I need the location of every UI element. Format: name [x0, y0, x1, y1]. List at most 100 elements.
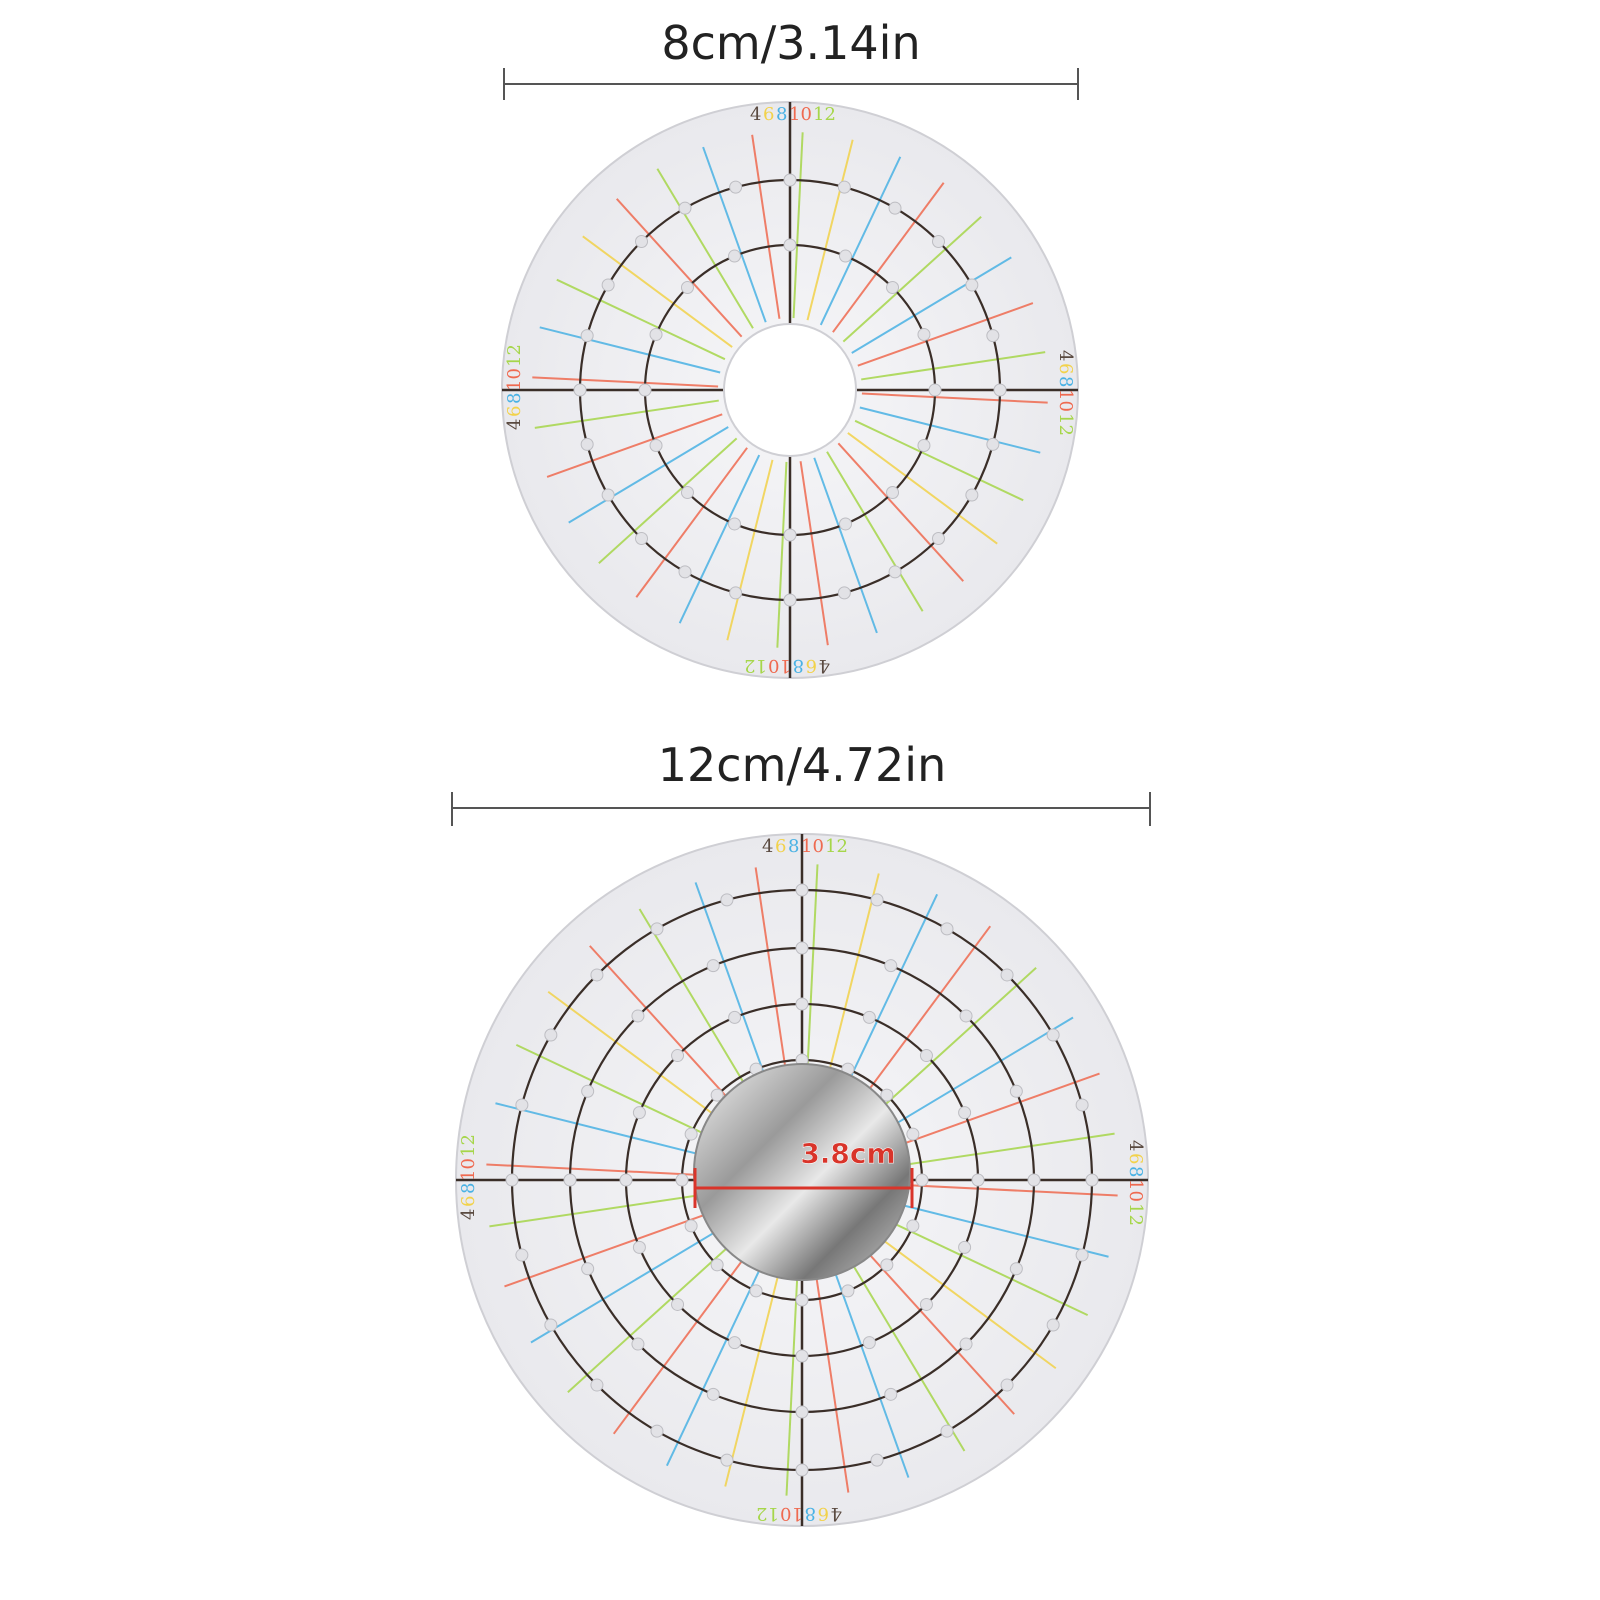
slot-dot [505, 1173, 519, 1187]
scale-label-12: 12 [1125, 1203, 1146, 1226]
guide-line-10 [635, 447, 748, 598]
slot-dot [919, 1297, 933, 1311]
slot-dot [515, 1248, 529, 1262]
slot-dot [795, 883, 809, 897]
slot-dot [886, 280, 900, 294]
slot-dot [581, 1262, 595, 1276]
slot-dot [915, 1173, 929, 1187]
guide-line-8 [702, 146, 767, 323]
slot-dot [795, 1293, 809, 1307]
guide-line-6 [582, 235, 733, 348]
scale-label-12: 12 [1055, 413, 1076, 436]
slot-dot [917, 328, 931, 342]
slot-dot [728, 517, 742, 531]
scale-label-12: 12 [744, 655, 767, 676]
scale-label-10: 10 [801, 836, 824, 857]
slot-dot [632, 1106, 646, 1120]
scale-label-6: 6 [818, 1503, 829, 1524]
slot-dot [940, 922, 954, 936]
slot-dot [1009, 1084, 1023, 1098]
slot-dot [563, 1173, 577, 1187]
slot-dot [631, 1337, 645, 1351]
large-disc-dimension-label: 12cm/4.72in [657, 738, 947, 792]
guide-line-10 [857, 302, 1034, 367]
guide-line-10 [861, 392, 1048, 404]
metal-center-cap [693, 1063, 911, 1281]
slot-dot [959, 1009, 973, 1023]
slot-dot [837, 586, 851, 600]
slot-dot [838, 249, 852, 263]
slot-dot [928, 383, 942, 397]
slot-dot [993, 383, 1007, 397]
guide-line-8 [851, 256, 1012, 354]
slot-dot [906, 1219, 920, 1233]
slot-dot [838, 517, 852, 531]
guide-line-10 [532, 376, 719, 388]
scale-label-8: 8 [458, 1183, 479, 1194]
slot-dot [986, 329, 1000, 343]
slot-dot [958, 1240, 972, 1254]
slot-dot [888, 201, 902, 215]
scale-label-4: 4 [504, 419, 525, 430]
scale-label-6: 6 [1055, 363, 1076, 374]
slot-dot [886, 486, 900, 500]
large-dimension-line [451, 792, 1151, 826]
scale-label-10: 10 [768, 655, 791, 676]
scale-label-6: 6 [775, 836, 786, 857]
slot-dot [783, 238, 797, 252]
slot-dot [783, 593, 797, 607]
slot-dot [590, 1378, 604, 1392]
slot-dot [729, 586, 743, 600]
guide-line-10 [832, 182, 945, 333]
slot-dot [573, 383, 587, 397]
guide-line-8 [813, 457, 878, 634]
slot-dot [888, 565, 902, 579]
guide-line-10 [546, 413, 723, 478]
guide-line-10 [615, 198, 743, 338]
cap-dimension-label: 3.8cm [800, 1137, 895, 1170]
slot-dot [795, 1405, 809, 1419]
slot-dot [880, 1088, 894, 1102]
scale-label-6: 6 [504, 406, 525, 417]
scale-label-4: 4 [458, 1209, 479, 1220]
guide-line-10 [751, 134, 781, 319]
slot-dot [728, 249, 742, 263]
guide-line-6 [847, 432, 998, 545]
slot-dot [590, 968, 604, 982]
slot-dot [919, 1049, 933, 1063]
scale-label-10: 10 [1125, 1179, 1146, 1202]
slot-dot [638, 383, 652, 397]
slot-dot [635, 235, 649, 249]
scale-label-12: 12 [504, 344, 525, 367]
scale-label-8: 8 [1055, 376, 1076, 387]
slot-dot [720, 893, 734, 907]
slot-dot [1027, 1173, 1041, 1187]
slot-dot [880, 1258, 894, 1272]
guide-line-12 [792, 132, 804, 319]
slot-dot [1046, 1318, 1060, 1332]
slot-dot [632, 1240, 646, 1254]
scale-label-4: 4 [1125, 1140, 1146, 1151]
scale-label-8: 8 [805, 1503, 816, 1524]
guide-line-10 [799, 461, 829, 646]
slot-dot [544, 1318, 558, 1332]
scale-label-6: 6 [763, 104, 774, 125]
slot-dot [795, 941, 809, 955]
slot-dot [841, 1284, 855, 1298]
scale-label-8: 8 [1125, 1166, 1146, 1177]
slot-dot [706, 959, 720, 973]
guide-line-8 [859, 406, 1041, 454]
scale-label-10: 10 [780, 1503, 803, 1524]
slot-dot [675, 1173, 689, 1187]
slot-dot [619, 1173, 633, 1187]
slot-dot [795, 997, 809, 1011]
slot-dot [870, 1453, 884, 1467]
scale-label-6: 6 [458, 1196, 479, 1207]
slot-dot [1075, 1098, 1089, 1112]
guide-line-12 [776, 461, 788, 648]
